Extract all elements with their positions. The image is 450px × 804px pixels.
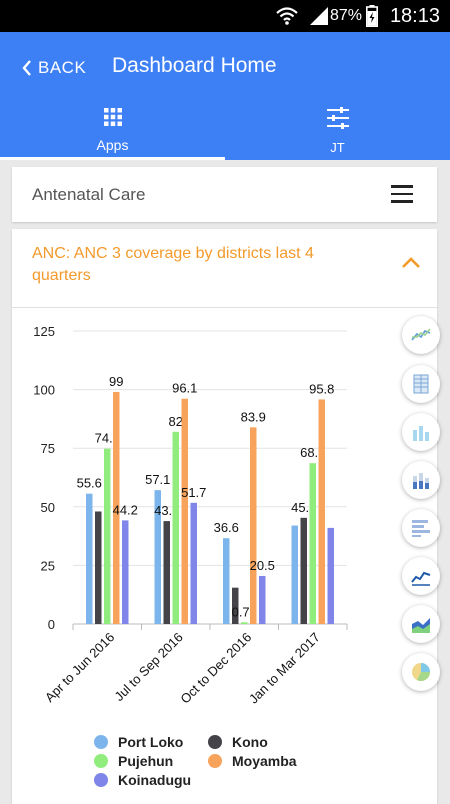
x-tick-label: Oct to Dec 2016: [177, 630, 254, 707]
data-label: 99: [109, 374, 123, 389]
chart-title: ANC: ANC 3 coverage by districts last 4 …: [32, 245, 314, 284]
legend-label: Moyamba: [232, 753, 297, 769]
battery-percentage: 87%: [329, 7, 362, 24]
legend-swatch: [208, 754, 222, 768]
bar: [241, 622, 248, 624]
column-chart-button[interactable]: [402, 413, 440, 451]
x-tick-label: Jan to Mar 2017: [246, 630, 323, 707]
x-tick-label: Apr to Jun 2016: [42, 630, 118, 706]
line-chart-button[interactable]: [402, 316, 440, 354]
bar: [250, 427, 257, 624]
tab-apps-label: Apps: [96, 137, 129, 153]
y-tick-label: 100: [33, 383, 55, 398]
data-label: 36.6: [214, 520, 239, 535]
stacked-column-icon: [413, 473, 429, 489]
bar: [154, 490, 161, 624]
status-time: 18:13: [389, 5, 440, 27]
tab-jt[interactable]: JT: [225, 104, 450, 160]
legend-item: Port Loko: [94, 734, 183, 750]
legend-item: Moyamba: [208, 753, 297, 769]
card-divider: [12, 307, 437, 308]
y-tick-label: 125: [33, 324, 55, 339]
bar: [122, 520, 129, 624]
bar: [300, 517, 307, 624]
bar: [318, 399, 325, 624]
sliders-icon: [326, 107, 349, 129]
page-title: Dashboard Home: [112, 54, 277, 77]
bar: [113, 391, 120, 624]
bar-chart-icon: [412, 520, 430, 537]
legend-swatch: [94, 773, 108, 787]
area-chart-button[interactable]: [402, 605, 440, 643]
tab-jt-label: JT: [330, 140, 345, 155]
back-label: BACK: [38, 58, 87, 77]
stacked-column-button[interactable]: [402, 461, 440, 499]
battery-charging-icon: [366, 5, 378, 27]
table-button[interactable]: [402, 365, 440, 403]
y-tick-label: 0: [48, 617, 55, 632]
bar: [309, 463, 316, 624]
y-tick-label: 50: [41, 500, 55, 515]
pie-chart-icon: [412, 663, 431, 682]
data-label: 44.2: [113, 502, 138, 517]
legend-label: Pujehun: [118, 753, 173, 769]
category-title: Antenatal Care: [32, 185, 146, 204]
bar: [172, 431, 179, 624]
data-label: 57.1: [145, 472, 170, 487]
bar: [232, 587, 239, 624]
category-card: Antenatal Care: [12, 167, 437, 222]
grid-icon: [103, 108, 122, 126]
signal-icon: [310, 7, 328, 25]
x-tick-label: Jul to Sep 2016: [111, 630, 186, 705]
y-tick-label: 25: [41, 558, 55, 573]
legend-label: Koinadugu: [118, 772, 191, 788]
bar-chart-button[interactable]: [402, 509, 440, 547]
app-bar: BACK Dashboard Home Apps JT: [0, 32, 450, 160]
data-label: 83.9: [241, 409, 266, 424]
data-label: 82: [169, 414, 183, 429]
status-bar: 87% 18:13: [0, 0, 450, 32]
bar: [181, 398, 188, 624]
legend-item: Kono: [208, 734, 268, 750]
chevron-up-icon[interactable]: [401, 257, 421, 269]
bar: [86, 493, 93, 624]
tab-indicator: [0, 157, 225, 160]
line-chart-icon: [411, 328, 431, 341]
chevron-left-icon: [22, 60, 31, 76]
bar: [190, 502, 197, 624]
legend-swatch: [208, 735, 222, 749]
data-label: 95.8: [309, 381, 334, 396]
legend-item: Koinadugu: [94, 772, 191, 788]
back-button[interactable]: BACK: [22, 54, 86, 82]
legend-label: Kono: [232, 734, 268, 750]
bar: [223, 538, 230, 624]
multi-line-chart-button[interactable]: [402, 557, 440, 595]
legend-item: Pujehun: [94, 753, 173, 769]
data-label: 51.7: [181, 485, 206, 500]
bar: [259, 575, 266, 624]
y-tick-label: 75: [41, 441, 55, 456]
chart-card: ANC: ANC 3 coverage by districts last 4 …: [12, 229, 440, 804]
bar: [163, 521, 170, 624]
area-chart-icon: [412, 618, 430, 633]
legend-label: Port Loko: [118, 734, 183, 750]
pie-chart-button[interactable]: [402, 653, 440, 691]
bar: [291, 525, 298, 624]
wifi-icon: [276, 7, 298, 25]
bar: [95, 511, 102, 624]
legend-swatch: [94, 754, 108, 768]
column-chart-icon: [413, 426, 429, 441]
tab-apps[interactable]: Apps: [0, 104, 225, 160]
bar: [104, 448, 111, 624]
data-label: 96.1: [172, 381, 197, 396]
legend-swatch: [94, 735, 108, 749]
bar: [327, 527, 334, 624]
multi-line-chart-icon: [411, 571, 431, 586]
table-icon: [413, 374, 429, 394]
data-label: 55.6: [77, 476, 102, 491]
hamburger-menu-icon[interactable]: [391, 185, 413, 203]
data-label: 20.5: [250, 558, 275, 573]
